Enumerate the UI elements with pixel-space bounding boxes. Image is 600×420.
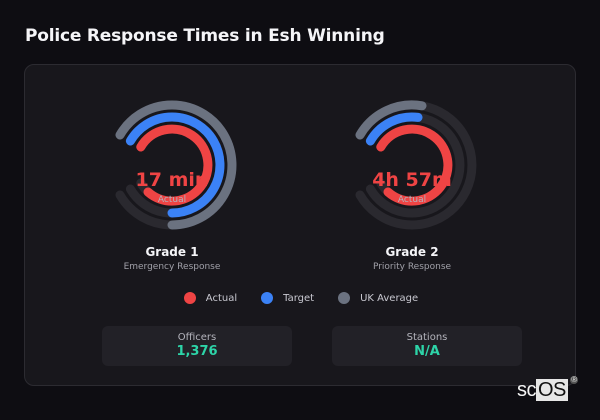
- actual-value: 17 min: [135, 169, 209, 191]
- radial-chart-grade-1: [115, 100, 237, 230]
- actual-label: Actual: [157, 195, 187, 205]
- grade-title: Grade 2: [385, 245, 439, 259]
- stat-label: Stations: [406, 332, 448, 343]
- actual-swatch-icon: [183, 292, 196, 304]
- brand-logo: sc OS ®: [517, 376, 578, 402]
- grade-description: Priority Response: [372, 262, 452, 272]
- target-swatch-icon: [261, 292, 274, 304]
- stat-value: N/A: [414, 344, 440, 359]
- chart-legend: Actual Target UK Average: [25, 292, 577, 304]
- radial-chart-grade-2: [355, 100, 477, 230]
- legend-label: Actual: [205, 292, 238, 304]
- registered-mark-icon: ®: [569, 375, 578, 384]
- legend-label: UK Average: [360, 292, 419, 304]
- brand-prefix: sc: [517, 379, 537, 401]
- uk-average-track: [355, 100, 477, 230]
- stat-label: Officers: [177, 332, 217, 343]
- uk-average-swatch-icon: [338, 292, 351, 304]
- legend-item-actual[interactable]: Actual: [183, 292, 238, 304]
- grade-title: Grade 1: [145, 245, 199, 259]
- legend-label: Target: [283, 292, 315, 304]
- uk-average-arc: [355, 100, 427, 140]
- gauge-grade-2: 4h 57m Actual Grade 2 Priority Response: [332, 85, 492, 285]
- legend-item-target[interactable]: Target: [261, 292, 314, 304]
- page-title: Police Response Times in Esh Winning: [25, 26, 385, 46]
- response-times-card: 17 min Actual Grade 1 Emergency Response…: [24, 64, 576, 386]
- target-arc: [125, 112, 225, 218]
- grade-description: Emergency Response: [123, 262, 221, 272]
- stat-stations: Stations N/A: [332, 326, 522, 366]
- actual-arc: [136, 124, 213, 206]
- actual-label: Actual: [397, 195, 427, 205]
- gauge-grade-1: 17 min Actual Grade 1 Emergency Response: [92, 85, 252, 285]
- actual-value: 4h 57m: [372, 169, 452, 191]
- uk-average-arc: [115, 100, 237, 230]
- actual-arc: [376, 124, 453, 206]
- stat-officers: Officers 1,376: [102, 326, 292, 366]
- legend-item-uk-average[interactable]: UK Average: [338, 292, 418, 304]
- target-arc: [365, 112, 423, 146]
- stat-value: 1,376: [176, 344, 218, 359]
- brand-highlight: OS: [536, 379, 568, 401]
